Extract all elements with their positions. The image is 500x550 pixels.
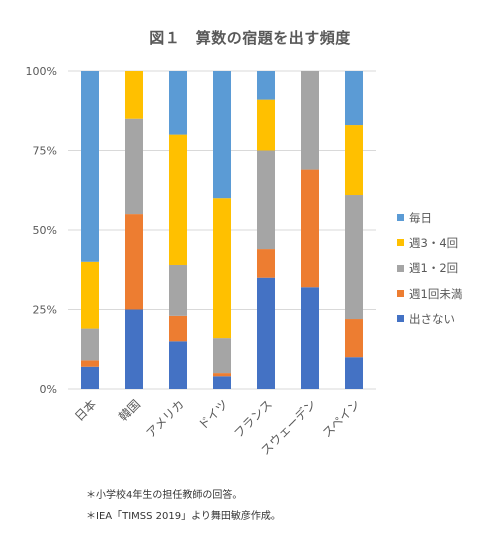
y-tick-label: 100% bbox=[26, 65, 57, 78]
bar-segment bbox=[125, 309, 143, 389]
x-category-label: アメリカ bbox=[144, 397, 187, 440]
bar-segment bbox=[125, 214, 143, 310]
bar-segment bbox=[81, 328, 99, 361]
bar-segment bbox=[345, 357, 363, 389]
legend-item-shu-3-4: 週3・4回 bbox=[397, 230, 462, 255]
bar-segment bbox=[169, 264, 187, 316]
x-category-label: 韓国 bbox=[116, 397, 143, 424]
y-tick-label: 75% bbox=[33, 145, 57, 158]
bar-segment bbox=[257, 249, 275, 278]
bar-segment bbox=[213, 338, 231, 374]
x-category-label: フランス bbox=[231, 397, 275, 441]
bar-segment bbox=[345, 125, 363, 196]
bar-segment bbox=[213, 376, 231, 389]
legend-swatch-dasanai bbox=[397, 315, 404, 323]
legend-label: 出さない bbox=[409, 311, 455, 326]
legend-swatch-shu-1-2 bbox=[397, 264, 404, 272]
x-category-label: スペイン bbox=[320, 397, 363, 440]
bar-segment bbox=[81, 261, 99, 329]
bar-segment bbox=[213, 373, 231, 377]
legend-item-shu-1-miman: 週1回未満 bbox=[397, 281, 462, 306]
legend-item-dasanai: 出さない bbox=[397, 306, 462, 331]
legend-swatch-mainichi bbox=[397, 214, 404, 222]
bar-segment bbox=[257, 71, 275, 100]
legend-swatch-shu-3-4 bbox=[397, 239, 404, 247]
bar-segment bbox=[81, 71, 99, 262]
bar-segment bbox=[257, 99, 275, 151]
y-tick-label: 25% bbox=[33, 304, 57, 317]
y-tick-label: 50% bbox=[33, 224, 57, 237]
bar-segment bbox=[125, 118, 143, 215]
bar-segment bbox=[345, 195, 363, 320]
footnote: ＊小学校4年生の担任教師の回答。 bbox=[86, 490, 243, 501]
legend: 毎日 週3・4回 週1・2回 週1回未満 出さない bbox=[397, 205, 462, 331]
bar-segment bbox=[213, 71, 231, 199]
bar-segment bbox=[301, 71, 319, 170]
bar-segment bbox=[169, 341, 187, 389]
bar-segment bbox=[301, 287, 319, 389]
legend-swatch-shu-1-miman bbox=[397, 290, 404, 298]
bar-segment bbox=[301, 169, 319, 288]
footnote: ＊IEA「TIMSS 2019」より舞田敏彦作成。 bbox=[86, 511, 281, 522]
bar-segment bbox=[169, 315, 187, 342]
bar-segment bbox=[169, 71, 187, 135]
bar-segment bbox=[125, 71, 143, 119]
bar-segment bbox=[257, 277, 275, 389]
bar-segment bbox=[257, 150, 275, 250]
bar-segment bbox=[345, 71, 363, 126]
footnotes: ＊小学校4年生の担任教師の回答。 ＊IEA「TIMSS 2019」より舞田敏彦作… bbox=[86, 488, 281, 530]
legend-item-mainichi: 毎日 bbox=[397, 205, 462, 230]
bar-segment bbox=[81, 366, 99, 389]
x-category-label: 日本 bbox=[72, 397, 99, 424]
x-category-label: ドイツ bbox=[196, 397, 231, 432]
bar-segment bbox=[81, 360, 99, 367]
bar-segment bbox=[345, 319, 363, 358]
legend-label: 週1回未満 bbox=[409, 286, 463, 301]
legend-item-shu-1-2: 週1・2回 bbox=[397, 256, 462, 281]
bar-segment bbox=[213, 198, 231, 339]
bar-segment bbox=[169, 134, 187, 265]
y-tick-label: 0% bbox=[40, 383, 57, 396]
legend-label: 週1・2回 bbox=[409, 261, 459, 276]
legend-label: 週3・4回 bbox=[409, 235, 459, 250]
legend-label: 毎日 bbox=[409, 210, 432, 225]
chart-title: 図１ 算数の宿題を出す頻度 bbox=[149, 29, 351, 47]
